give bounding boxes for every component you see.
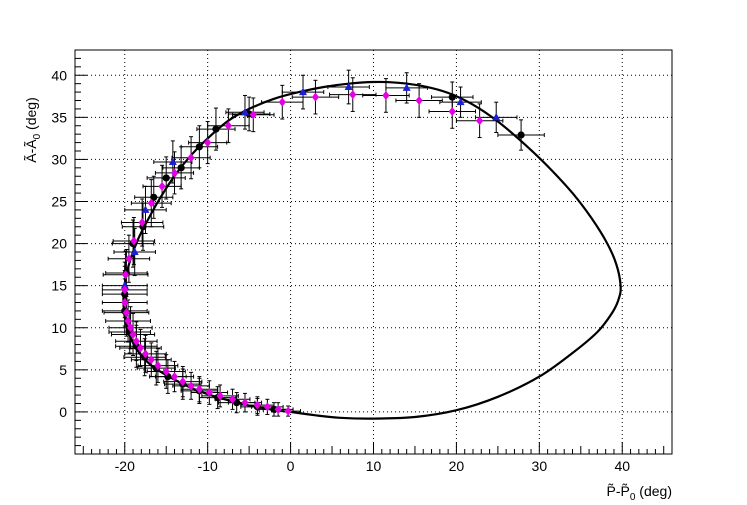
data-point-magenta <box>129 329 137 339</box>
y-axis-title: Ã-Ã0 (deg) <box>23 97 43 162</box>
data-point-magenta <box>147 355 155 365</box>
data-point-magenta <box>187 381 195 391</box>
x-axis-title-unit: (deg) <box>635 483 672 499</box>
data-point-magenta <box>224 121 232 131</box>
data-point-magenta <box>158 181 166 191</box>
data-point-magenta <box>121 298 129 307</box>
data-point-magenta <box>382 90 390 100</box>
data-point-magenta <box>132 336 140 346</box>
data-point-magenta <box>253 400 262 410</box>
gridlines <box>75 50 672 454</box>
data-point-magenta <box>448 106 456 116</box>
y-tick-label: 40 <box>51 67 67 83</box>
data-point-magenta <box>141 349 150 359</box>
data-point-magenta <box>274 404 282 414</box>
y-axis-title-sub: 0 <box>32 133 43 139</box>
data-point-black <box>162 174 170 182</box>
x-tick-label: 10 <box>366 458 382 474</box>
data-point-magenta <box>179 377 187 387</box>
data-point-magenta <box>204 138 212 148</box>
data-point-blue <box>168 157 177 165</box>
data-point-magenta <box>241 398 249 408</box>
data-point-magenta <box>124 316 132 326</box>
data-point-magenta <box>130 236 138 246</box>
data-point-magenta <box>170 372 179 382</box>
x-tick-label: 30 <box>532 458 548 474</box>
x-tick-label: 40 <box>614 458 630 474</box>
x-tick-label: -20 <box>115 458 135 474</box>
data-point-magenta <box>187 153 195 163</box>
data-point-blue <box>120 281 129 289</box>
data-point-magenta <box>147 198 155 208</box>
data-point-magenta <box>284 406 292 416</box>
y-tick-label: 15 <box>51 278 67 294</box>
data-point-black <box>448 93 456 101</box>
data-point-magenta <box>205 388 213 398</box>
x-tick-label: -10 <box>198 458 218 474</box>
data-point-magenta <box>278 97 286 107</box>
y-tick-label: 35 <box>51 109 67 125</box>
data-point-magenta <box>415 96 423 105</box>
axes-group: -20 -10 0 10 20 30 40 0 5 10 15 20 25 30 35 40 <box>51 49 673 474</box>
data-point-blue <box>492 112 501 121</box>
data-point-black <box>270 405 278 413</box>
y-tick-label: 20 <box>51 236 67 252</box>
y-axis-title-unit: (deg) <box>23 97 39 134</box>
data-point-black <box>195 143 203 151</box>
y-axis-title-main: Ã-Ã <box>23 139 39 163</box>
model-curve-group <box>122 80 622 420</box>
data-point-magenta <box>263 402 271 412</box>
data-point-magenta <box>122 308 131 318</box>
y-tick-label: 0 <box>59 404 67 420</box>
data-point-magenta <box>136 343 145 353</box>
x-axis-title: P̃-P̃0 (deg) <box>607 483 672 503</box>
data-point-magenta <box>228 394 237 404</box>
y-tick-label: 5 <box>59 362 67 378</box>
data-point-magenta <box>216 391 224 401</box>
x-axis-title-main: P̃-P̃ <box>607 483 630 499</box>
data-points-group <box>120 82 525 416</box>
data-point-magenta <box>121 270 130 280</box>
data-point-magenta <box>195 384 203 394</box>
data-point-black <box>177 164 185 172</box>
data-point-black <box>517 131 525 139</box>
data-point-blue <box>402 83 411 91</box>
model-curve <box>122 80 622 420</box>
y-tick-label: 25 <box>51 194 67 210</box>
data-point-magenta <box>121 285 129 295</box>
data-point-black <box>150 193 158 201</box>
data-point-magenta <box>154 361 162 371</box>
data-point-blue <box>141 205 150 213</box>
data-point-blue <box>299 87 308 96</box>
data-point-blue <box>240 107 249 116</box>
data-point-magenta <box>476 116 484 126</box>
y-tick-label: 30 <box>51 151 67 167</box>
data-point-magenta <box>170 168 179 178</box>
x-tick-label: 0 <box>287 458 295 474</box>
data-point-magenta <box>125 254 133 264</box>
data-point-magenta <box>311 92 320 102</box>
data-point-blue <box>130 247 139 255</box>
data-point-blue <box>344 82 353 91</box>
data-point-magenta <box>138 218 146 228</box>
data-point-black <box>212 125 220 133</box>
x-axis-title-sub: 0 <box>630 492 636 503</box>
data-point-blue <box>456 97 465 106</box>
data-point-magenta <box>162 367 170 377</box>
y-tick-label: 10 <box>51 320 67 336</box>
data-point-magenta <box>126 323 135 333</box>
data-point-magenta <box>349 90 357 100</box>
x-tick-label: 20 <box>449 458 465 474</box>
data-point-magenta <box>249 110 257 120</box>
